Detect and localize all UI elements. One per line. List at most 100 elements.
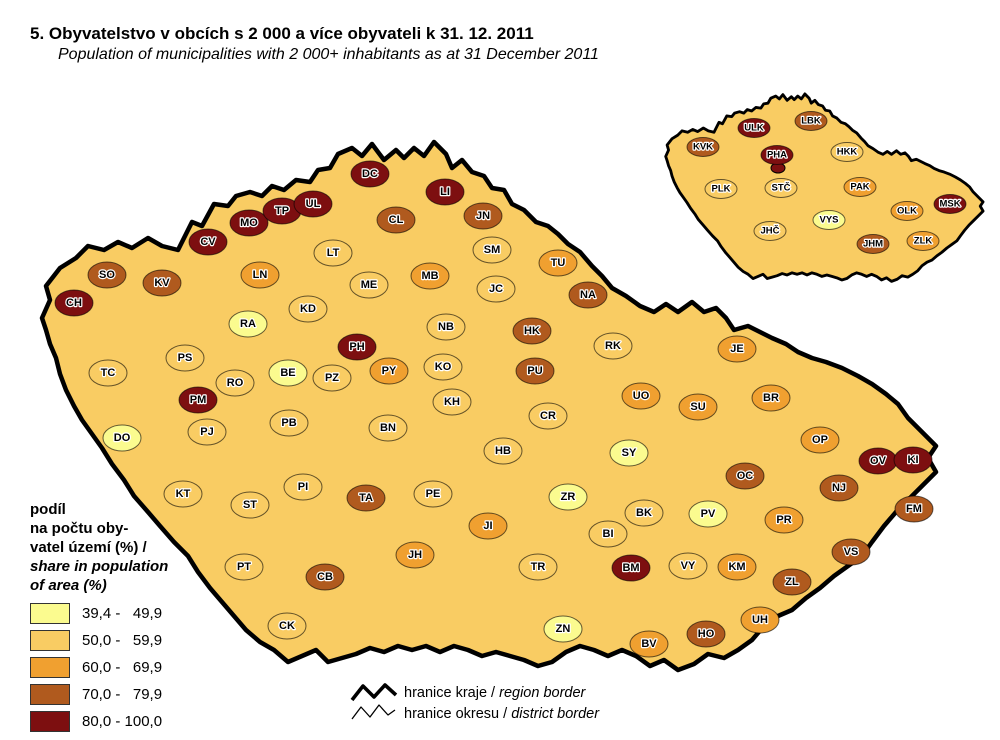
district-shape — [472, 236, 512, 264]
legend-class-label: 70,0 - 79,9 — [82, 685, 163, 703]
district-code-label: OV — [870, 455, 887, 467]
district-code-label: HB — [495, 445, 511, 457]
district-shape — [54, 289, 94, 317]
district-code-label: TU — [551, 257, 566, 269]
district-code-label: PV — [701, 508, 716, 520]
legend-class-rows: 39,4 - 49,9 50,0 - 59,9 60,0 - 69,9 70,0 - … — [30, 602, 220, 732]
inset-region-code-label: OLK — [897, 206, 917, 217]
district-code-label: TP — [275, 205, 289, 217]
district-shape — [188, 228, 228, 256]
district-code-label: RK — [605, 340, 621, 352]
district-shape — [229, 209, 269, 237]
district-shape — [717, 553, 757, 581]
legend-class-label: 80,0 - 100,0 — [82, 712, 163, 730]
district-shape — [165, 344, 205, 372]
district-code-label: MO — [240, 217, 258, 229]
district-shape — [593, 332, 633, 360]
district-code-label: ZN — [556, 623, 571, 635]
inset-region-code-label: MSK — [939, 199, 960, 210]
inset-region-code-label: PHA — [767, 150, 787, 161]
legend-swatch — [30, 602, 70, 624]
district-shape — [267, 612, 307, 640]
inset-country-outline — [664, 92, 985, 283]
district-shape — [548, 483, 588, 511]
district-code-label: JI — [483, 520, 492, 532]
district-code-label: SO — [99, 269, 115, 281]
legend-class-row: 80,0 - 100,0 — [30, 710, 220, 732]
legend: podíl na počtu oby-vatel území (%) / shar… — [30, 500, 220, 732]
district-code-label: KD — [300, 303, 316, 315]
district-code-label: TA — [359, 492, 373, 504]
district-code-label: JC — [489, 283, 503, 295]
district-code-label: PR — [776, 514, 791, 526]
district-shape — [369, 357, 409, 385]
district-code-label: KT — [176, 488, 191, 500]
inset-region-shape — [906, 231, 940, 251]
inset-region-code-label: VYS — [819, 215, 838, 226]
district-shape — [368, 414, 408, 442]
district-shape — [725, 462, 765, 490]
district-shape — [515, 357, 555, 385]
district-code-label: DC — [362, 168, 378, 180]
inset-region-shape — [704, 179, 738, 199]
district-shape — [349, 271, 389, 299]
district-shape — [717, 335, 757, 363]
district-shape — [483, 437, 523, 465]
district-shape — [102, 424, 142, 452]
inset-region-shape — [830, 142, 864, 162]
district-code-label: ME — [361, 279, 378, 291]
district-shape — [269, 409, 309, 437]
inset-region-code-label: HKK — [837, 147, 858, 158]
district-border-label: hranice okresu / district border — [404, 705, 600, 722]
district-code-label: PE — [426, 488, 441, 500]
figure-subtitle: Population of municipalities with 2 000+… — [58, 46, 599, 63]
inset-region-shape — [760, 145, 794, 165]
legend-title-cz: podíl na počtu oby-vatel území (%) / — [30, 501, 147, 556]
inset-region-shape — [843, 177, 877, 197]
district-shape — [283, 473, 323, 501]
district-code-label: SM — [484, 244, 501, 256]
district-code-label: LT — [327, 247, 340, 259]
district-shape — [288, 295, 328, 323]
district-shape — [609, 439, 649, 467]
district-shape — [178, 386, 218, 414]
district-code-label: RO — [227, 377, 244, 389]
district-shape — [621, 382, 661, 410]
inset-region-code-label: STČ — [772, 182, 791, 194]
district-shape — [293, 190, 333, 218]
district-shape — [376, 206, 416, 234]
district-code-label: TC — [101, 367, 116, 379]
district-code-label: RA — [240, 318, 256, 330]
inset-region-code-label: LBK — [801, 116, 821, 127]
border-legend: hranice kraje / region border hranice ok… — [348, 682, 599, 724]
district-code-label: NB — [438, 321, 454, 333]
district-shape — [800, 426, 840, 454]
district-shape — [224, 553, 264, 581]
district-shape — [240, 261, 280, 289]
district-shape — [543, 615, 583, 643]
legend-class-row: 50,0 - 59,9 — [30, 629, 220, 651]
district-code-label: UO — [633, 390, 650, 402]
district-shape — [87, 261, 127, 289]
district-shape — [678, 393, 718, 421]
district-code-label: JE — [730, 343, 743, 355]
district-shape — [751, 384, 791, 412]
district-code-label: CB — [317, 571, 333, 583]
district-shape — [686, 620, 726, 648]
district-shape — [312, 364, 352, 392]
district-code-label: KI — [908, 454, 919, 466]
region-border-symbol — [350, 683, 398, 702]
district-shape — [518, 553, 558, 581]
district-shape — [819, 474, 859, 502]
district-shape — [476, 275, 516, 303]
district-code-label: SY — [622, 447, 637, 459]
district-shape — [268, 359, 308, 387]
legend-class-label: 60,0 - 69,9 — [82, 658, 163, 676]
legend-title: podíl na počtu oby-vatel území (%) / shar… — [30, 500, 220, 595]
district-shape — [305, 563, 345, 591]
inset-region-code-label: PAK — [850, 182, 869, 193]
district-code-label: UL — [306, 198, 321, 210]
inset-region-shape — [933, 194, 967, 214]
district-code-label: ST — [243, 499, 257, 511]
